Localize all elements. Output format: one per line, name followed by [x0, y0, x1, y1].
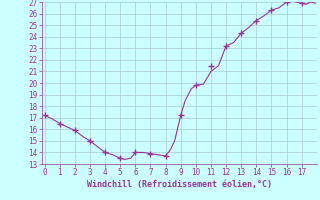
X-axis label: Windchill (Refroidissement éolien,°C): Windchill (Refroidissement éolien,°C) [87, 180, 272, 189]
